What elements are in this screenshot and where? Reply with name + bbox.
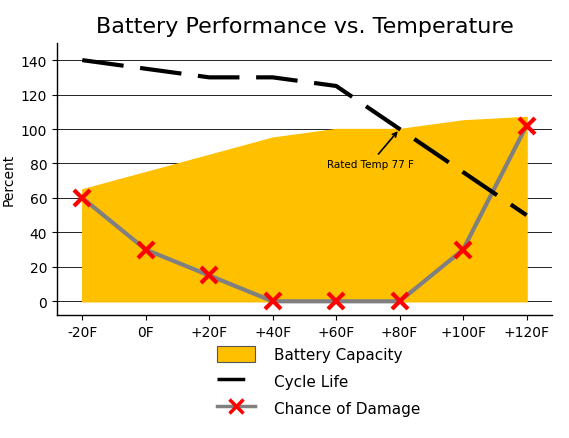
Title: Battery Performance vs. Temperature: Battery Performance vs. Temperature <box>96 17 513 37</box>
Text: Rated Temp 77 F: Rated Temp 77 F <box>327 133 414 170</box>
Legend: Battery Capacity, Cycle Life, Chance of Damage: Battery Capacity, Cycle Life, Chance of … <box>211 340 426 422</box>
Y-axis label: Percent: Percent <box>1 153 15 206</box>
